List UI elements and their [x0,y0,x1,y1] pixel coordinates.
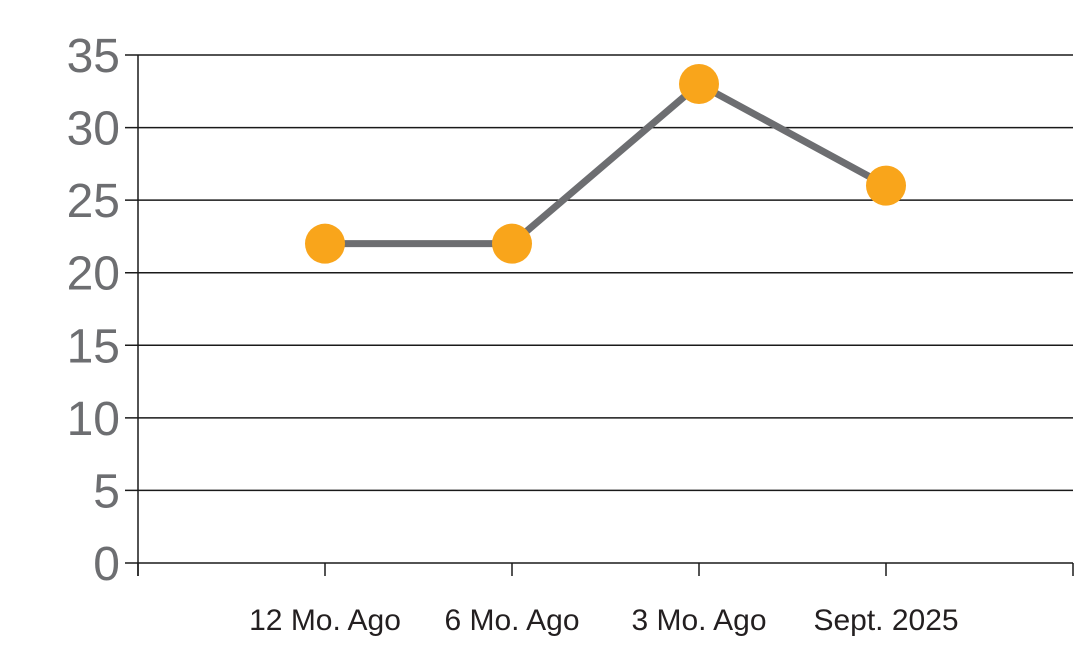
x-axis-category-label: 12 Mo. Ago [249,604,401,637]
y-axis-tick-label: 25 [67,175,120,228]
y-axis-tick-label: 15 [67,320,120,373]
data-point [866,165,906,206]
data-line [321,80,890,248]
y-axis-tick-label: 0 [93,538,120,591]
x-axis-category-label: 3 Mo. Ago [631,604,766,637]
y-axis-tick-label: 10 [67,393,120,446]
data-point [679,64,719,105]
y-axis-tick-label: 5 [93,465,120,518]
x-axis-category-label: Sept. 2025 [813,604,958,637]
y-axis-tick-label: 30 [67,103,120,156]
y-axis-tick-label: 20 [67,248,120,301]
x-axis-category-label: 6 Mo. Ago [444,604,579,637]
y-axis-tick-label: 35 [67,30,120,83]
data-point [305,223,345,264]
data-point [492,223,532,264]
